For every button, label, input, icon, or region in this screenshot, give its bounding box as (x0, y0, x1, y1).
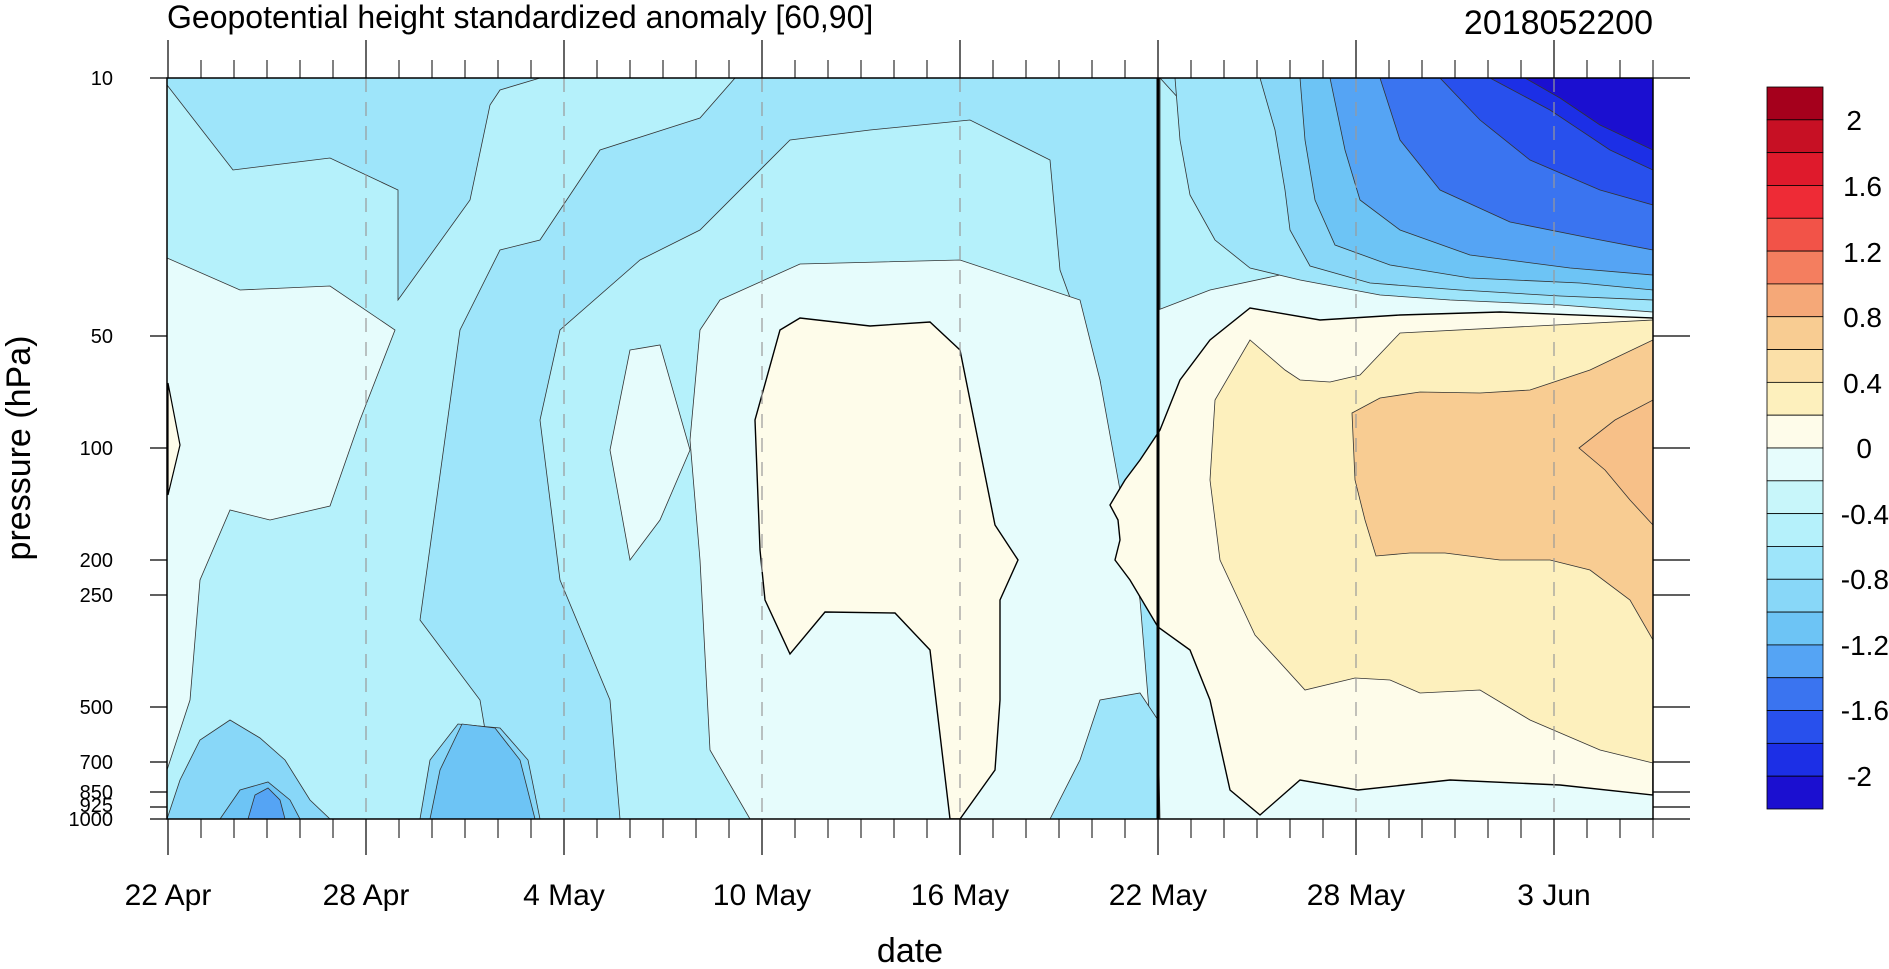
colorbar-swatch (1766, 775, 1824, 810)
colorbar-swatch (1766, 480, 1824, 515)
contour-region-minus-0.2-west (167, 257, 396, 771)
colorbar-labels: 2 1.6 1.2 0.8 0.4 0 -0.4 -0.8 -1.2 -1.6 … (1841, 105, 1889, 792)
colorbar-label-minus-0.4: -0.4 (1841, 499, 1889, 530)
x-tick-label-28-apr: 28 Apr (323, 879, 410, 912)
contour-band-minus-2.0-ne (1524, 78, 1653, 151)
x-tick-label-4-may: 4 May (523, 879, 605, 912)
contour-region-positive-0.6-east (1578, 399, 1653, 526)
y-tick-label-925: 925 (80, 795, 113, 817)
colorbar-label-minus-0.8: -0.8 (1841, 564, 1889, 595)
colorbar-label-0.8: 0.8 (1843, 302, 1882, 333)
x-tick-label-16-may: 16 May (911, 879, 1009, 912)
colorbar-swatch (1766, 578, 1824, 613)
colorbar-swatch (1766, 316, 1824, 350)
colorbar-label-minus-1.6: -1.6 (1841, 695, 1889, 726)
run-label: 2018052200 (1464, 4, 1653, 42)
colorbar-label-1.6: 1.6 (1843, 171, 1882, 202)
y-tick-label-200: 200 (80, 550, 113, 572)
y-tick-label-50: 50 (91, 326, 113, 348)
colorbar-swatch (1766, 283, 1824, 318)
x-tick-label-3-jun: 3 Jun (1517, 879, 1590, 912)
colorbar-label-minus-2: -2 (1847, 761, 1872, 792)
y-tick-label-10: 10 (91, 68, 113, 90)
colorbar-label-1.2: 1.2 (1843, 237, 1882, 268)
contour-region-minus-0.8-lower-west (167, 719, 331, 819)
colorbar-swatch (1766, 677, 1824, 711)
colorbar-swatch (1766, 644, 1824, 679)
contour-region-minus-0.2-island (609, 344, 691, 561)
y-tick-label-500: 500 (80, 697, 113, 719)
x-axis-title: date (877, 932, 943, 969)
colorbar-swatch (1766, 119, 1824, 154)
colorbar-swatch (1766, 349, 1824, 383)
colorbar-swatch (1766, 742, 1824, 777)
colorbar-swatch (1766, 710, 1824, 744)
colorbar-swatch (1766, 513, 1824, 547)
contour-region-positive-0-center (754, 317, 1019, 819)
colorbar-swatch (1766, 546, 1824, 580)
x-axis: 22 Apr 28 Apr 4 May 10 May 16 May 22 May… (125, 40, 1591, 912)
y-axis-title: pressure (hPa) (0, 336, 38, 561)
contour-region-positive-0-mid (167, 382, 181, 496)
y-axis: 10 50 100 200 250 500 700 850 925 1000 (69, 68, 1690, 831)
plot-area (167, 78, 1653, 819)
colorbar-label-2: 2 (1846, 105, 1862, 136)
x-tick-label-28-may: 28 May (1307, 879, 1405, 912)
y-tick-label-100: 100 (80, 438, 113, 460)
colorbar-swatch (1766, 250, 1824, 285)
colorbar-swatch (1766, 611, 1824, 646)
colorbar-label-0: 0 (1856, 433, 1872, 464)
contour-region-minus-1.0-center-core (429, 723, 536, 819)
colorbar-label-minus-1.2: -1.2 (1841, 630, 1889, 661)
x-tick-label-22-may: 22 May (1109, 879, 1207, 912)
chart-title: Geopotential height standardized anomaly… (167, 0, 873, 35)
colorbar (1766, 86, 1824, 810)
x-tick-label-22-apr: 22 Apr (125, 879, 212, 912)
y-tick-label-1000: 1000 (69, 809, 114, 831)
contour-region-minus-0.6-east-low (1049, 692, 1161, 819)
x-tick-label-10-may: 10 May (713, 879, 811, 912)
y-tick-label-850: 850 (80, 782, 113, 804)
y-tick-label-700: 700 (80, 752, 113, 774)
colorbar-swatch (1766, 152, 1824, 186)
colorbar-swatch (1766, 447, 1824, 482)
colorbar-swatch (1766, 217, 1824, 252)
y-tick-label-250: 250 (80, 585, 113, 607)
colorbar-label-0.4: 0.4 (1843, 368, 1882, 399)
contour-region-minus-0.4-upper (167, 78, 736, 819)
contour-region-positive-0.4-east (1351, 339, 1653, 641)
colorbar-swatch (1766, 414, 1824, 449)
colorbar-swatch (1766, 185, 1824, 219)
colorbar-swatch (1766, 381, 1824, 416)
date-gridlines (365, 78, 1555, 819)
colorbar-swatch (1766, 86, 1824, 121)
contour-region-minus-1.2-west-core (247, 787, 286, 819)
